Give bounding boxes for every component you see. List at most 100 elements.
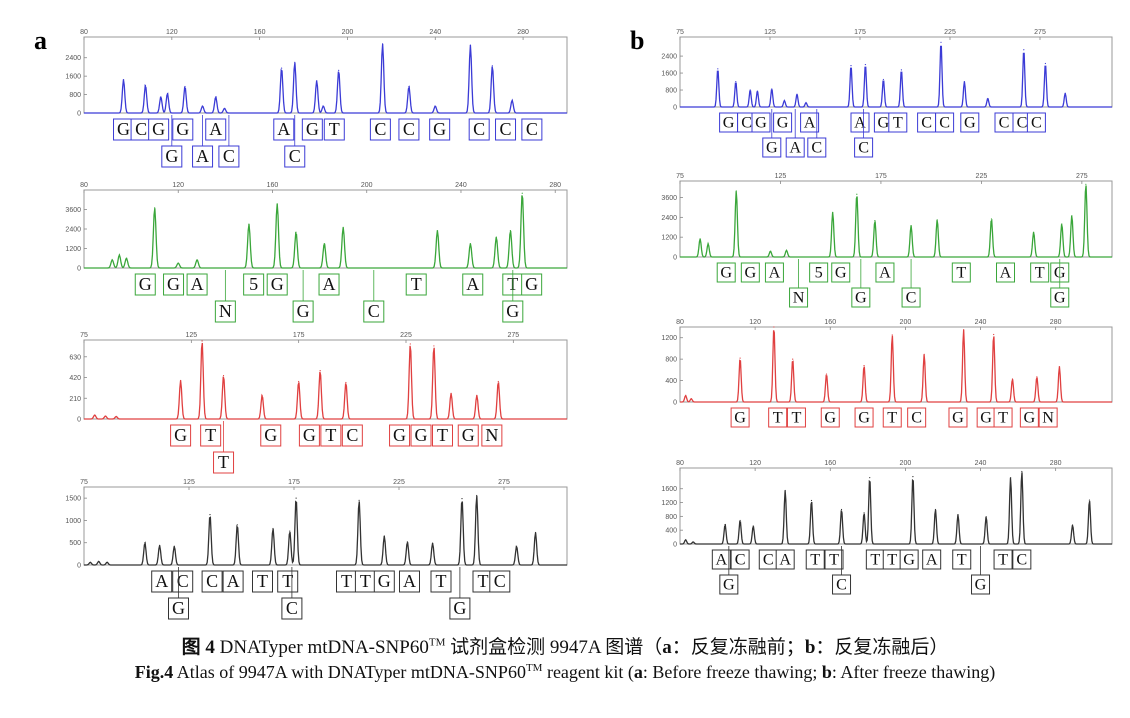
x-tick-label: 160 — [824, 460, 836, 467]
peak-point — [406, 541, 408, 543]
peak-point — [749, 89, 751, 91]
peak-point — [89, 561, 91, 563]
peak-point — [891, 334, 893, 336]
y-tick-label: 800 — [69, 92, 81, 99]
peak-point — [756, 90, 759, 92]
allele-call-box — [398, 118, 420, 141]
allele-call-label: G — [139, 274, 152, 294]
allele-call-box — [971, 574, 991, 595]
x-tick-label: 200 — [900, 319, 912, 326]
peak-point — [338, 69, 340, 71]
peak-point — [792, 358, 794, 360]
peak-point — [534, 531, 537, 534]
allele-call-label: T — [329, 119, 340, 139]
allele-call-box — [730, 407, 750, 428]
peak-point — [236, 524, 238, 526]
allele-call-label: C — [906, 289, 917, 307]
allele-call-box — [851, 287, 871, 308]
peak-point — [469, 243, 471, 245]
peak-point — [1009, 477, 1012, 479]
peak-point — [923, 353, 925, 355]
peak-point — [869, 477, 871, 479]
caption-chinese: 图 4 DNATyper mtDNA-SNP60TM 试剂盒检测 9947A 图… — [0, 632, 1130, 659]
peak-point — [692, 541, 694, 543]
panel-label-a: a — [34, 26, 47, 55]
y-tick-label: 400 — [665, 378, 677, 385]
peak-point — [805, 102, 807, 104]
y-tick-label: 800 — [665, 357, 677, 364]
peak-point — [735, 190, 737, 192]
allele-call-label: A — [466, 274, 479, 294]
allele-call-box — [292, 300, 314, 323]
allele-call-label: G — [903, 551, 915, 569]
y-tick-label: 1600 — [661, 71, 677, 78]
allele-call-box — [922, 549, 942, 570]
peak-point — [724, 524, 726, 526]
peak-point — [497, 380, 499, 383]
caption-en-text-2: reagent kit ( — [542, 662, 634, 682]
peak-point — [295, 497, 297, 499]
x-tick-label: 75 — [676, 173, 684, 180]
peak-point — [810, 499, 813, 502]
allele-call-box — [789, 287, 809, 308]
allele-call-box — [740, 262, 760, 283]
allele-call-label: C — [223, 146, 235, 166]
allele-call-box — [996, 262, 1016, 283]
trace-blue — [680, 45, 1112, 108]
y-tick-label: 420 — [69, 375, 81, 382]
caption-zh-text-1: DNATyper mtDNA-SNP60 — [214, 637, 429, 658]
y-tick-label: 2400 — [661, 215, 677, 222]
allele-call-box — [243, 273, 265, 296]
y-tick-label: 0 — [77, 563, 81, 570]
allele-call-box — [213, 451, 235, 474]
allele-call-box — [1019, 407, 1039, 428]
peak-point — [1071, 524, 1074, 526]
peak-point — [784, 489, 786, 492]
allele-call-label: G — [415, 425, 428, 445]
x-tick-label: 175 — [854, 29, 866, 36]
allele-call-box — [807, 137, 827, 158]
allele-call-box — [875, 262, 895, 283]
peak-point — [294, 61, 296, 63]
peak-point — [184, 85, 186, 88]
allele-call-label: G — [525, 274, 538, 294]
trace-green — [84, 195, 567, 269]
caption-zh-tm: TM — [428, 636, 446, 649]
peak-point — [1021, 470, 1023, 473]
allele-call-label: T — [792, 409, 802, 427]
peak-point — [511, 99, 513, 101]
peak-point — [516, 545, 518, 547]
allele-call-label: C — [286, 598, 298, 618]
allele-call-label: C — [735, 551, 746, 569]
allele-call-box — [899, 549, 919, 570]
allele-call-box — [186, 273, 208, 296]
peak-point — [115, 415, 117, 418]
allele-call-label: T — [1035, 264, 1045, 282]
allele-call-box — [399, 570, 420, 593]
x-tick-label: 125 — [775, 173, 787, 180]
peak-point — [160, 96, 162, 98]
caption-zh-fig-label: 图 4 — [181, 637, 215, 658]
allele-call-label: G — [172, 598, 185, 618]
allele-call-box — [405, 273, 427, 296]
caption-zh-a: a — [662, 637, 672, 658]
x-tick-label: 275 — [1034, 29, 1046, 36]
allele-call-box — [935, 112, 955, 133]
peak-point — [773, 326, 775, 328]
allele-call-label: N — [793, 289, 805, 307]
caption-en-a: a — [633, 662, 643, 682]
peak-point — [752, 525, 754, 527]
peak-point — [739, 357, 741, 359]
allele-call-label: T — [437, 425, 448, 445]
allele-call-label: T — [360, 571, 371, 591]
x-tick-label: 120 — [749, 460, 761, 467]
x-tick-label: 225 — [944, 29, 956, 36]
x-tick-label: 160 — [824, 319, 836, 326]
peak-point — [159, 544, 161, 546]
trace-black — [84, 495, 567, 566]
allele-call-label: G — [433, 119, 446, 139]
peak-point — [985, 516, 987, 518]
allele-call-label: A — [323, 274, 336, 294]
x-tick-label: 280 — [1050, 319, 1062, 326]
